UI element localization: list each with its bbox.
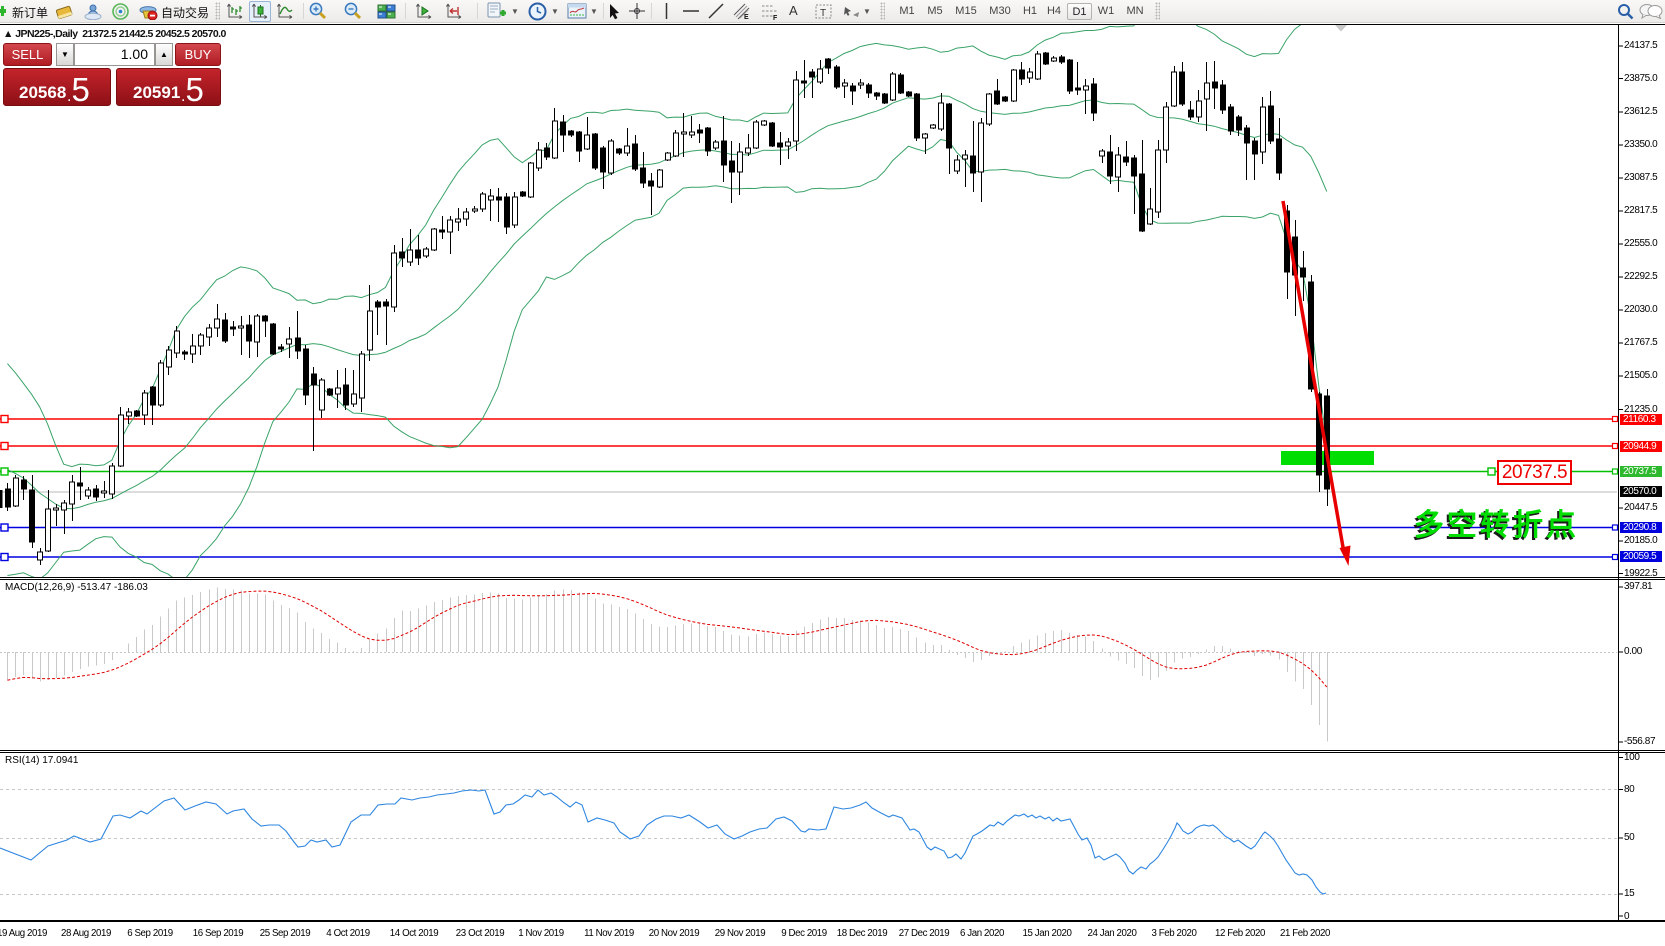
svg-text:E: E (744, 14, 749, 20)
svg-text:F: F (773, 15, 778, 20)
svg-text:T: T (820, 8, 826, 19)
